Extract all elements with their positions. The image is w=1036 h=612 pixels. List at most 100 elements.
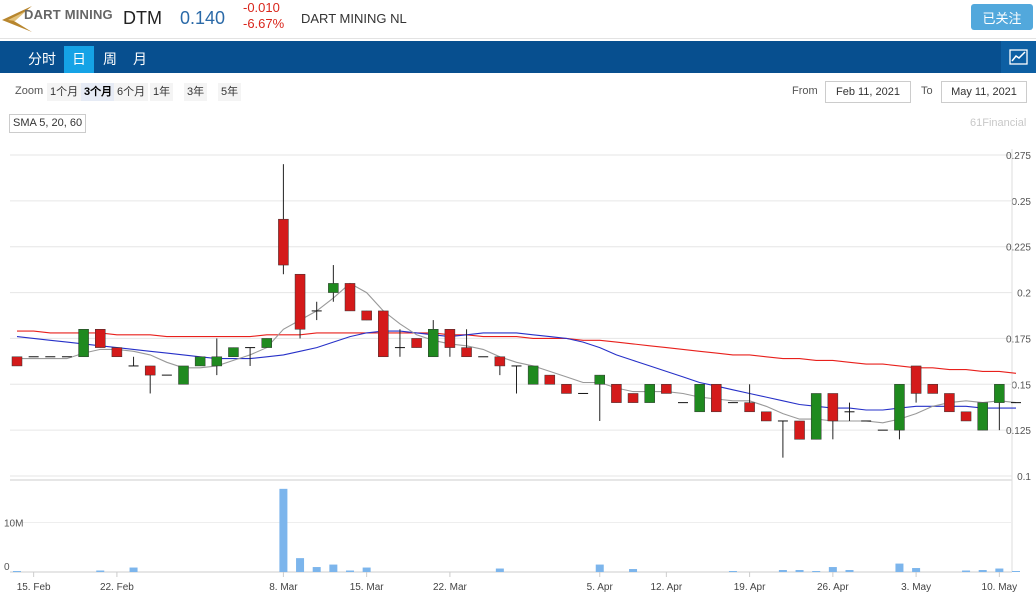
candle-body bbox=[994, 384, 1005, 403]
volume-bar bbox=[1012, 571, 1020, 573]
candle-body bbox=[794, 420, 805, 440]
x-tick-label: 22. Mar bbox=[433, 582, 468, 593]
zoom-5y-button[interactable]: 5年 bbox=[218, 83, 242, 101]
x-tick-label: 26. Apr bbox=[817, 582, 849, 593]
candle-body bbox=[328, 283, 339, 293]
candle-body bbox=[827, 393, 839, 422]
zoom-3m-button[interactable]: 3个月 bbox=[81, 83, 116, 101]
x-tick-label: 19. Apr bbox=[734, 582, 766, 593]
volume-bar bbox=[362, 567, 371, 572]
candle-body bbox=[944, 393, 955, 413]
volume-tick-label: 0 bbox=[4, 562, 10, 573]
volume-bar bbox=[845, 570, 854, 572]
tab-monthly[interactable]: 月 bbox=[133, 51, 147, 67]
line-chart-icon bbox=[1009, 49, 1028, 65]
candle-body bbox=[527, 365, 539, 385]
zoom-6m-button[interactable]: 6个月 bbox=[114, 83, 149, 101]
candle-body bbox=[561, 384, 572, 394]
candle-body bbox=[761, 411, 772, 422]
candle-body bbox=[544, 374, 556, 385]
candle-body bbox=[378, 310, 389, 358]
y-tick-label: 0.125 bbox=[1006, 426, 1031, 437]
candle-body bbox=[711, 384, 722, 413]
x-tick-label: 3. May bbox=[901, 582, 931, 593]
indicator-label[interactable]: SMA 5, 20, 60 bbox=[9, 114, 87, 133]
tab-daily[interactable]: 日 bbox=[64, 46, 94, 73]
change-percent: -6.67% bbox=[243, 16, 285, 31]
volume-bar bbox=[346, 570, 354, 572]
y-tick-label: 0.1 bbox=[1017, 472, 1031, 483]
y-tick-label: 0.175 bbox=[1006, 334, 1031, 345]
candle-body bbox=[144, 365, 156, 376]
zoom-3y-button[interactable]: 3年 bbox=[184, 83, 208, 101]
zoom-1m-button[interactable]: 1个月 bbox=[47, 83, 82, 101]
zoom-toolbar: Zoom 1个月 3个月 6个月 1年 3年 5年 From Feb 11, 2… bbox=[0, 80, 1036, 104]
volume-bar bbox=[595, 564, 604, 572]
candle-body bbox=[78, 329, 89, 358]
candle-body bbox=[344, 283, 356, 312]
y-tick-label: 0.225 bbox=[1006, 243, 1031, 254]
chart-type-toggle[interactable] bbox=[1001, 41, 1036, 73]
x-tick-label: 15. Feb bbox=[17, 582, 51, 593]
dart-mining-logo bbox=[2, 6, 32, 32]
candle-body bbox=[627, 393, 639, 403]
volume-bar bbox=[795, 570, 804, 572]
candle-body bbox=[11, 356, 23, 367]
from-date-input[interactable]: Feb 11, 2021 bbox=[825, 81, 911, 103]
last-price: 0.140 bbox=[180, 8, 226, 28]
to-date-input[interactable]: May 11, 2021 bbox=[941, 81, 1027, 103]
y-tick-label: 0.15 bbox=[1012, 380, 1032, 391]
quote-header: DART MINING DTM 0.140 -0.010 -6.67% DART… bbox=[0, 0, 1036, 39]
volume-bar bbox=[13, 571, 21, 573]
volume-bar bbox=[279, 488, 288, 572]
sma60-line bbox=[17, 330, 1017, 374]
candle-body bbox=[428, 329, 439, 358]
volume-bar bbox=[129, 567, 138, 572]
volume-bar bbox=[812, 571, 821, 573]
volume-bar bbox=[495, 568, 504, 572]
candle-body bbox=[444, 329, 456, 348]
zoom-label: Zoom bbox=[15, 85, 44, 97]
candle-body bbox=[960, 411, 972, 422]
candle-body bbox=[661, 384, 672, 394]
x-tick-label: 12. Apr bbox=[650, 582, 682, 593]
candle-body bbox=[211, 356, 223, 367]
candle-body bbox=[644, 384, 655, 403]
chart-credit: 61Financial bbox=[970, 117, 1027, 129]
volume-bar bbox=[912, 568, 921, 572]
volume-bar bbox=[778, 570, 787, 572]
candle-body bbox=[744, 402, 755, 413]
price-change: -0.010 -6.67% bbox=[243, 0, 284, 32]
candle-body bbox=[278, 218, 289, 266]
logo-text: DART MINING bbox=[24, 7, 113, 22]
x-tick-label: 8. Mar bbox=[269, 582, 298, 593]
volume-bar bbox=[296, 558, 305, 572]
candle-body bbox=[810, 393, 822, 440]
volume-bar bbox=[978, 570, 987, 572]
x-tick-label: 10. May bbox=[982, 582, 1018, 593]
candle-body bbox=[927, 384, 938, 394]
company-name: DART MINING NL bbox=[301, 11, 407, 26]
volume-bar bbox=[728, 571, 737, 573]
volume-bar bbox=[96, 570, 105, 572]
volume-bar bbox=[895, 563, 904, 572]
zoom-1y-button[interactable]: 1年 bbox=[150, 83, 174, 101]
candle-body bbox=[194, 356, 206, 367]
volume-bar bbox=[995, 568, 1004, 572]
candle-body bbox=[228, 347, 239, 358]
tab-weekly[interactable]: 周 bbox=[103, 51, 117, 67]
candle-body bbox=[294, 273, 306, 330]
x-tick-label: 22. Feb bbox=[100, 582, 134, 593]
candle-body bbox=[361, 310, 372, 321]
candle-body bbox=[894, 384, 905, 431]
tab-intraday[interactable]: 分时 bbox=[28, 51, 56, 67]
volume-bar bbox=[828, 567, 837, 572]
candle-body bbox=[111, 347, 123, 358]
y-tick-label: 0.275 bbox=[1006, 151, 1031, 162]
follow-button[interactable]: 已关注 bbox=[971, 4, 1033, 30]
candle-body bbox=[261, 338, 272, 348]
x-tick-label: 15. Mar bbox=[350, 582, 385, 593]
from-label: From bbox=[792, 85, 818, 97]
change-value: -0.010 bbox=[243, 0, 280, 15]
